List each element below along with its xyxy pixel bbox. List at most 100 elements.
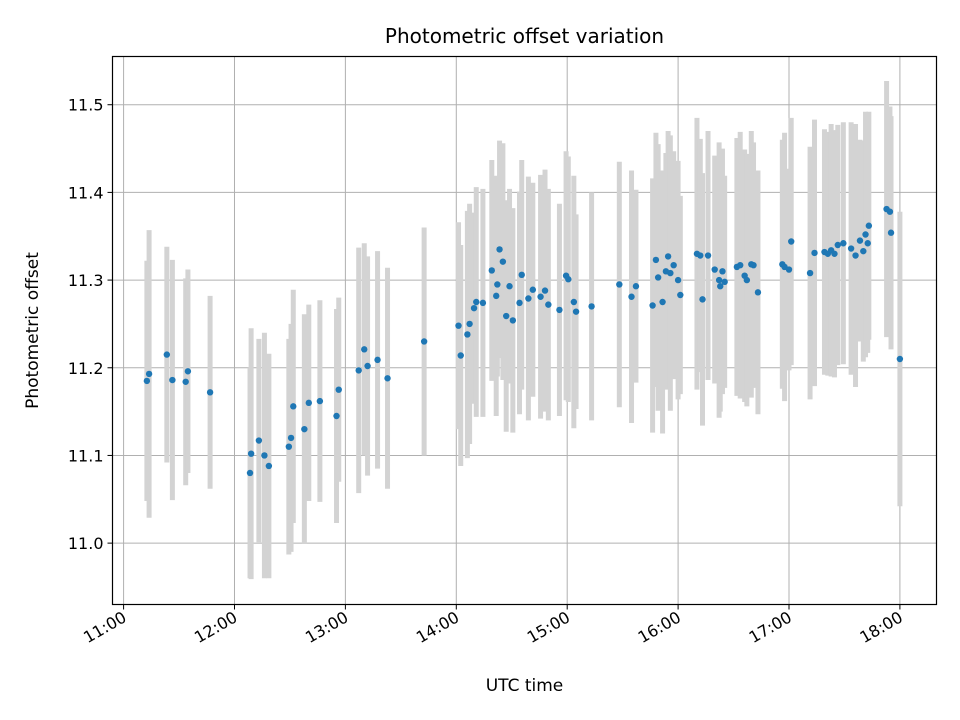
data-point	[860, 247, 867, 255]
data-point	[847, 245, 855, 252]
data-point	[466, 320, 473, 328]
data-point	[704, 252, 712, 259]
data-point	[518, 271, 525, 279]
data-point	[247, 450, 255, 457]
data-point	[537, 293, 544, 300]
data-point	[464, 331, 471, 338]
y-tick-label: 11.0	[68, 534, 104, 553]
x-tick-label: 17:00	[746, 608, 795, 648]
data-point	[896, 355, 904, 363]
x-tick-label: 11:00	[80, 608, 129, 648]
data-point	[667, 269, 674, 277]
x-tick-label: 13:00	[302, 608, 351, 648]
data-point	[290, 403, 297, 410]
data-point	[384, 375, 391, 382]
x-tick-label: 16:00	[635, 608, 684, 648]
data-point	[754, 289, 762, 296]
data-point	[488, 267, 495, 274]
data-point	[721, 278, 728, 286]
data-point	[261, 452, 268, 459]
data-point	[750, 261, 757, 269]
data-point	[811, 249, 818, 257]
data-point	[525, 295, 532, 302]
data-point	[506, 283, 513, 290]
data-point	[887, 229, 895, 236]
data-point	[364, 362, 371, 370]
data-point	[361, 346, 368, 353]
data-point	[865, 222, 873, 229]
data-point	[677, 291, 684, 299]
data-point	[169, 376, 176, 384]
data-point	[788, 238, 795, 245]
data-point	[785, 266, 793, 273]
data-point	[529, 286, 537, 293]
data-point	[659, 298, 666, 306]
data-point	[852, 252, 859, 259]
data-point	[316, 397, 324, 405]
data-point	[834, 241, 841, 249]
data-point	[862, 231, 869, 238]
data-point	[355, 367, 362, 374]
y-axis-title: Photometric offset	[23, 252, 43, 409]
data-point	[699, 296, 706, 303]
data-point	[737, 261, 744, 269]
data-point	[499, 258, 507, 265]
data-point	[717, 283, 724, 290]
data-point	[145, 370, 153, 378]
data-point	[649, 302, 656, 309]
data-point	[305, 399, 312, 407]
data-point	[556, 306, 563, 314]
data-point	[516, 299, 523, 307]
data-point	[715, 276, 723, 284]
data-point	[265, 462, 273, 470]
data-point	[570, 298, 578, 306]
data-point	[285, 443, 293, 450]
data-point	[711, 266, 718, 273]
data-point	[697, 252, 704, 259]
data-point	[473, 298, 480, 306]
data-point	[184, 368, 192, 375]
data-point	[886, 208, 894, 215]
data-point	[670, 261, 677, 269]
data-point	[652, 256, 660, 264]
data-point-layer	[143, 205, 904, 477]
data-point	[182, 378, 189, 385]
x-tick-label: 14:00	[413, 608, 462, 648]
data-point	[588, 303, 595, 310]
data-point	[335, 386, 342, 393]
chart-title: Photometric offset variation	[385, 24, 664, 48]
data-point	[541, 287, 549, 294]
axes-frame	[111, 55, 938, 606]
data-point	[246, 469, 254, 477]
data-point	[457, 352, 464, 359]
data-point	[719, 268, 726, 275]
data-point	[496, 246, 503, 253]
data-point	[420, 338, 428, 345]
data-point	[479, 299, 487, 307]
y-tick-label: 11.1	[68, 446, 104, 465]
y-tick-layer: 11.0 11.1 11.2 11.3 11.4 11.5	[68, 96, 113, 553]
data-point	[333, 412, 340, 420]
data-point	[628, 293, 635, 300]
data-point	[856, 237, 864, 244]
error-bar-layer	[144, 81, 903, 580]
x-tick-label: 12:00	[191, 608, 240, 648]
data-point	[374, 356, 381, 364]
data-point	[743, 276, 751, 284]
data-point	[509, 317, 517, 324]
data-point	[664, 253, 672, 260]
data-point	[806, 269, 814, 277]
data-point	[503, 312, 510, 320]
data-point	[287, 434, 295, 442]
data-point	[163, 351, 171, 358]
y-tick-label: 11.3	[68, 271, 104, 290]
x-tick-layer: 11:00 12:00 13:00 14:00 15:00 16:00 17:00 18:00	[80, 604, 906, 648]
data-point	[674, 276, 682, 284]
data-point	[864, 240, 871, 247]
data-point	[206, 389, 214, 396]
data-point	[572, 308, 580, 315]
y-tick-label: 11.2	[68, 359, 104, 378]
data-point	[470, 304, 478, 312]
